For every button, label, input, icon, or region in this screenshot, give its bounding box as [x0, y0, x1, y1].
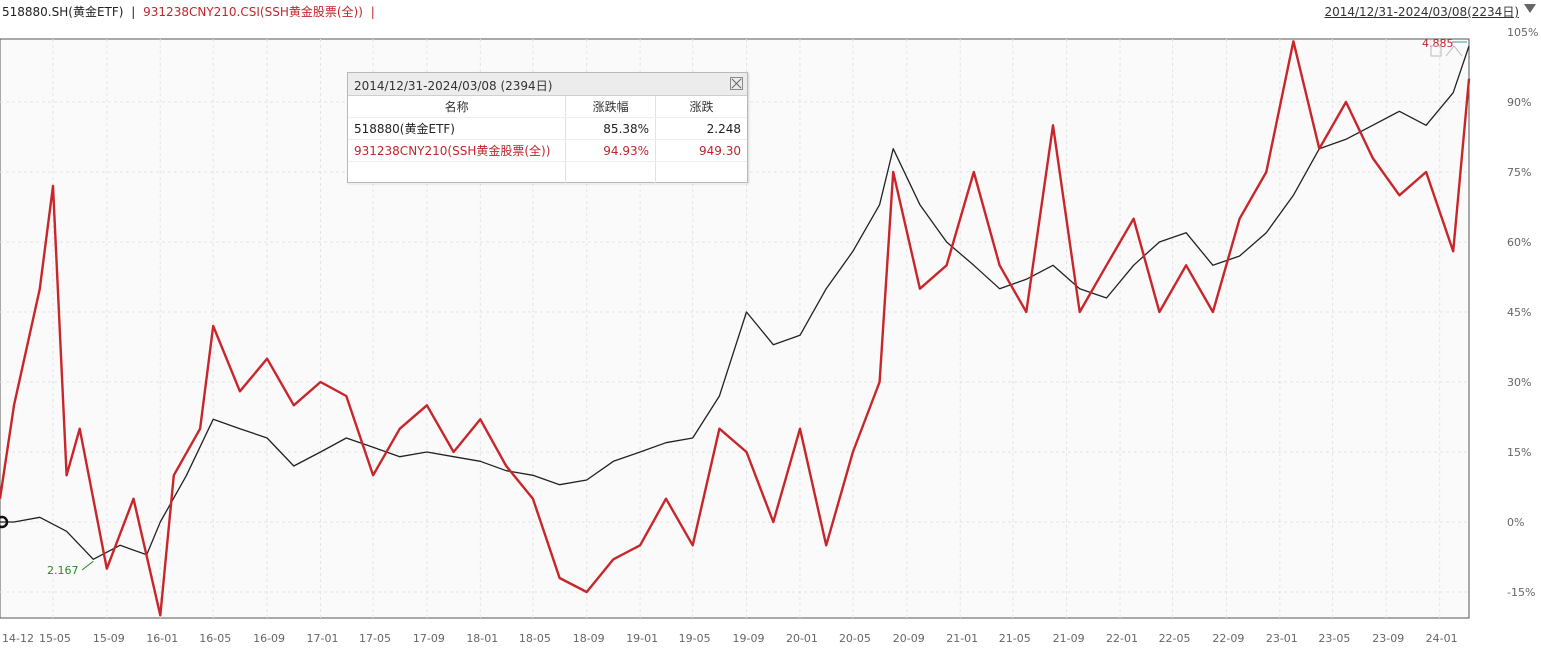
x-tick-label: 22-05: [1159, 632, 1191, 645]
legend-trailing-separator: |: [370, 5, 375, 19]
y-tick-label: 105%: [1507, 26, 1538, 39]
col-header-pct[interactable]: 涨跌幅: [565, 96, 657, 118]
x-tick-label: 19-09: [733, 632, 765, 645]
x-tick-label: 20-05: [839, 632, 871, 645]
x-tick-label: 23-05: [1318, 632, 1350, 645]
date-range-link[interactable]: 2014/12/31-2024/03/08(2234日): [1324, 5, 1519, 19]
series-line-1: [0, 45, 1470, 560]
x-tick-label: 21-01: [946, 632, 978, 645]
low-annotation-arrow: [81, 560, 94, 571]
dropdown-arrow-icon[interactable]: [1524, 4, 1536, 13]
x-tick-label: 22-09: [1212, 632, 1244, 645]
x-tick-label: 18-09: [573, 632, 605, 645]
y-tick-label: 60%: [1507, 236, 1531, 249]
table-row[interactable]: 518880(黄金ETF) 85.38% 2.248: [348, 117, 747, 140]
popup-header: 2014/12/31-2024/03/08 (2394日): [348, 73, 747, 96]
y-tick-label: 0%: [1507, 516, 1524, 529]
y-tick-label: -15%: [1507, 586, 1535, 599]
series-2-label[interactable]: 931238CNY210.CSI(SSH黄金股票(全)): [143, 5, 363, 19]
x-tick-label: 20-09: [893, 632, 925, 645]
popup-title: 2014/12/31-2024/03/08 (2394日): [354, 79, 553, 93]
y-tick-label: 45%: [1507, 306, 1531, 319]
x-tick-label: 23-01: [1266, 632, 1298, 645]
row-chg: 2.248: [655, 117, 747, 140]
stats-table: 名称 涨跌幅 涨跌 518880(黄金ETF) 85.38% 2.248 931…: [348, 96, 747, 184]
y-tick-label: 30%: [1507, 376, 1531, 389]
col-header-chg[interactable]: 涨跌: [655, 96, 747, 118]
high-annotation-label: 4.885: [1422, 37, 1454, 50]
x-tick-label: 17-09: [413, 632, 445, 645]
expand-icon[interactable]: [1445, 45, 1463, 57]
row-pct: 85.38%: [565, 117, 657, 140]
copy-icon[interactable]: [1430, 45, 1442, 57]
y-tick-label: 15%: [1507, 446, 1531, 459]
col-header-name: 名称: [348, 96, 567, 118]
x-tick-label: 15-05: [39, 632, 71, 645]
series-legend: 518880.SH(黄金ETF) | 931238CNY210.CSI(SSH黄…: [2, 3, 379, 20]
x-tick-label: 16-09: [253, 632, 285, 645]
x-tick-label: 19-01: [626, 632, 658, 645]
y-tick-label: 75%: [1507, 166, 1531, 179]
x-tick-label: 18-01: [466, 632, 498, 645]
stats-popup: 2014/12/31-2024/03/08 (2394日) 名称 涨跌幅 涨跌 …: [347, 72, 748, 184]
x-tick-label: 24-01: [1426, 632, 1458, 645]
row-chg: 949.30: [655, 139, 747, 162]
x-tick-label: 17-01: [307, 632, 339, 645]
x-tick-label: 17-05: [359, 632, 391, 645]
legend-separator: |: [131, 5, 136, 19]
x-tick-label: 18-05: [519, 632, 551, 645]
row-pct: 94.93%: [565, 139, 657, 162]
x-tick-label: 16-05: [199, 632, 231, 645]
x-tick-label: 21-05: [999, 632, 1031, 645]
x-tick-label: 15-09: [93, 632, 125, 645]
chart-header: 518880.SH(黄金ETF) | 931238CNY210.CSI(SSH黄…: [0, 0, 1541, 22]
table-row-empty: [348, 161, 747, 184]
series-1-label[interactable]: 518880.SH(黄金ETF): [2, 5, 124, 19]
x-tick-label: 14-12: [2, 632, 34, 645]
y-tick-label: 90%: [1507, 96, 1531, 109]
row-name: 518880(黄金ETF): [348, 117, 567, 140]
x-tick-label: 23-09: [1372, 632, 1404, 645]
row-name: 931238CNY210(SSH黄金股票(全)): [348, 139, 567, 162]
start-marker: [0, 515, 9, 529]
x-tick-label: 19-05: [679, 632, 711, 645]
x-tick-label: 22-01: [1106, 632, 1138, 645]
x-tick-label: 20-01: [786, 632, 818, 645]
close-icon[interactable]: [730, 77, 743, 90]
series-line-2: [0, 40, 1471, 617]
low-annotation-label: 2.167: [47, 564, 79, 577]
x-tick-label: 16-01: [146, 632, 178, 645]
x-tick-label: 21-09: [1053, 632, 1085, 645]
table-row[interactable]: 931238CNY210(SSH黄金股票(全)) 94.93% 949.30: [348, 139, 747, 162]
